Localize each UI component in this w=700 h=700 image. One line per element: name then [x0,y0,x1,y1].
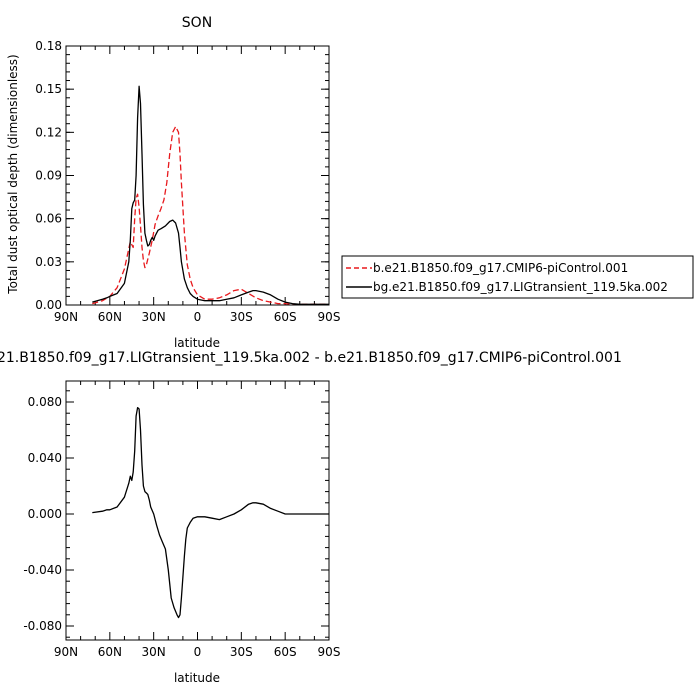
legend: b.e21.B1850.f09_g17.CMIP6-piControl.001 … [341,255,694,299]
bottom-panel-ytick-label: -0.040 [23,563,62,577]
bottom-panel-xtick-label: 60N [98,645,122,659]
top-panel-xtick-label: 30N [142,310,166,324]
top-panel-ytick-label: 0.06 [35,212,62,226]
bottom-panel-ytick-label: -0.080 [23,619,62,633]
top-panel-title: SON [182,15,212,31]
top-panel-xtick-label: 90S [318,310,341,324]
legend-box [341,255,694,299]
top-panel-xtick-label: 0 [194,310,202,324]
bottom-panel-frame [65,380,330,641]
top-panel-frame [65,45,330,306]
bottom-panel-xlabel: latitude [174,671,220,685]
top-panel-ytick-label: 0.00 [35,298,62,312]
bottom-panel: bg.e21.B1850.f09_g17.LIGtransient_119.5k… [0,350,622,685]
bottom-panel-title: bg.e21.B1850.f09_g17.LIGtransient_119.5k… [0,350,622,366]
top-panel-xtick-label: 90N [54,310,78,324]
legend-label-picontrol: b.e21.B1850.f09_g17.CMIP6-piControl.001 [373,261,628,275]
bottom-panel-ytick-label: 0.000 [28,507,62,521]
top-panel-xlabel: latitude [174,336,220,350]
top-panel-xtick-label: 60S [274,310,297,324]
top-panel-xtick-label: 30S [230,310,253,324]
bottom-panel-series [92,406,329,619]
bottom-panel-xtick-label: 90N [54,645,78,659]
bottom-panel-series-line-0 [92,406,329,619]
bottom-panel-xtick-label: 90S [318,645,341,659]
legend-label-ligtransient: bg.e21.B1850.f09_g17.LIGtransient_119.5k… [373,280,668,294]
bottom-panel-xtick-label: 0 [194,645,202,659]
top-panel-ytick-label: 0.18 [35,39,62,53]
bottom-panel-ticks: 90N 60N 30N 0 30S 60S 90S -0.080 -0.040 0.000 0.04… [23,381,340,659]
bottom-panel-ytick-label: 0.080 [28,395,62,409]
top-panel-ytick-label: 0.09 [35,169,62,183]
bottom-panel-xtick-label: 60S [274,645,297,659]
top-panel-ytick-label: 0.15 [35,82,62,96]
top-panel-series-line-1 [92,85,329,305]
top-panel-series-line-0 [92,125,329,305]
top-panel-xtick-label: 60N [98,310,122,324]
top-panel-series [92,85,329,305]
top-panel-ylabel: Total dust optical depth (dimensionless) [6,54,20,294]
top-panel-ticks: 90N 60N 30N 0 30S 60S 90S 0.00 0.03 0.06 0.09 0.12 0… [35,39,340,324]
top-panel: SON Total dust optical depth (dimensionl… [6,15,340,350]
bottom-panel-xtick-label: 30N [142,645,166,659]
top-panel-ytick-label: 0.03 [35,255,62,269]
bottom-panel-ytick-label: 0.040 [28,451,62,465]
top-panel-ytick-label: 0.12 [35,125,62,139]
bottom-panel-xtick-label: 30S [230,645,253,659]
